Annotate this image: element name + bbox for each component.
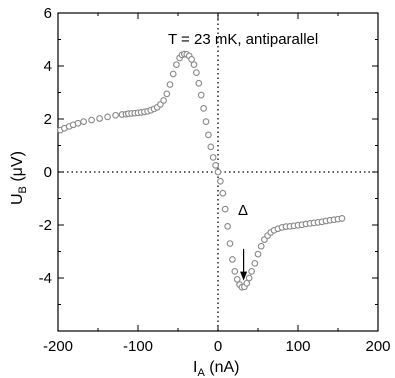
x-tick-label: 0: [214, 338, 222, 355]
data-point: [166, 81, 174, 88]
data-point: [257, 242, 265, 250]
delta-label: Δ: [238, 202, 248, 219]
y-tick-label: 6: [44, 5, 52, 22]
y-tick-label: 0: [44, 164, 52, 181]
data-point: [226, 240, 234, 247]
data-point: [195, 79, 203, 87]
data-point: [104, 113, 111, 121]
data-point: [88, 116, 95, 124]
axis-ticks: [57, 12, 379, 332]
data-point: [197, 91, 205, 99]
data-point: [173, 61, 180, 69]
data-point: [245, 274, 253, 282]
data-point: [209, 154, 217, 161]
data-point: [188, 56, 195, 63]
data-point: [214, 168, 222, 176]
data-point: [207, 143, 215, 151]
x-axis-title: IA (nA): [193, 359, 239, 378]
x-tick-label: -200: [43, 338, 73, 355]
x-tick-label: -100: [123, 338, 153, 355]
y-tick-label: 4: [44, 58, 52, 75]
data-point: [217, 177, 224, 185]
data-point: [224, 222, 231, 230]
reference-lines: [58, 13, 378, 331]
data-point: [200, 105, 207, 112]
delta-arrow-head: [240, 271, 248, 281]
tick-labels: -200 -100 0 100 200 -4 -2 0 2 4 6: [39, 5, 391, 355]
x-axis-subscript: A: [197, 367, 205, 378]
data-point: [229, 256, 236, 263]
data-point: [163, 90, 171, 98]
data-point: [74, 119, 82, 127]
y-axis-main: U: [9, 193, 26, 205]
data-points: [57, 50, 346, 291]
data-point: [219, 189, 227, 197]
data-point: [193, 69, 200, 76]
data-point: [169, 70, 177, 78]
data-point: [221, 205, 229, 213]
y-tick-label: 2: [44, 111, 52, 128]
data-point: [243, 279, 251, 287]
data-point: [251, 260, 259, 267]
data-point: [231, 268, 239, 275]
x-tick-label: 100: [285, 338, 310, 355]
data-point: [80, 118, 87, 125]
data-point: [248, 268, 255, 275]
data-point: [96, 115, 103, 122]
data-point: [338, 215, 346, 222]
data-point: [233, 275, 241, 283]
data-point: [112, 111, 119, 119]
y-tick-label: -4: [39, 270, 52, 287]
y-axis-title: UB (μV): [9, 151, 29, 205]
x-axis-unit: (nA): [205, 359, 240, 376]
x-axis-main: I: [193, 359, 197, 376]
legend-annotation: T = 23 mK, antiparallel: [168, 31, 318, 48]
y-axis-subscript: B: [17, 186, 29, 193]
data-point: [160, 97, 167, 104]
y-axis-unit: (μV): [9, 151, 26, 186]
delta-arrow: [240, 248, 248, 281]
data-point: [254, 250, 262, 258]
data-point: [202, 118, 210, 125]
y-tick-label: -2: [39, 217, 52, 234]
x-tick-label: 200: [365, 338, 390, 355]
data-point: [190, 61, 198, 69]
data-point: [205, 131, 212, 139]
data-point: [212, 162, 219, 169]
